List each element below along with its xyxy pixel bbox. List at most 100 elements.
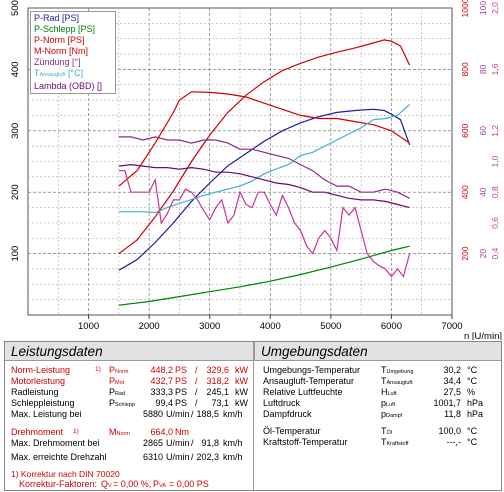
row-unit: °C: [467, 365, 478, 375]
pva-symbol-letter: P: [153, 479, 160, 489]
row-rpm-unit: U/min: [166, 409, 190, 419]
row-speed-unit: km/h: [223, 409, 243, 419]
row-value-ps: 432,7: [150, 376, 173, 386]
pva-symbol: PVA: [153, 478, 166, 492]
row-unit-ps: PS: [175, 365, 188, 375]
row-label: Max. Leistung bei: [11, 409, 82, 419]
row-rpm: 2865: [142, 438, 163, 448]
row-label: Motorleistung: [11, 376, 66, 386]
x-tick-label: 2000: [139, 321, 160, 332]
x-tick-label: 3000: [199, 321, 220, 332]
performance-row: Schleppleistung PSchlepp 99,4 PS / 73,1 kW: [11, 397, 251, 409]
right-tick-label: 400: [460, 185, 470, 199]
ambient-data-title: Umgebungsdaten: [254, 342, 501, 361]
row-symbol-letter: T: [381, 426, 387, 436]
row-value: 1001,7: [433, 398, 461, 408]
legend-entry: Lambda (OBD) []: [34, 81, 112, 92]
row-symbol-subscript: Schlepp: [115, 402, 135, 408]
row-symbol: pDampf: [381, 408, 402, 422]
row-value: 664,0: [150, 427, 173, 437]
pva-symbol-subscript: VA: [159, 483, 166, 489]
row-unit: hPa: [467, 409, 484, 419]
row-unit-kw: kW: [235, 398, 248, 408]
row-symbol: pLuft: [381, 397, 395, 411]
legend-unit: [°C]: [65, 68, 84, 78]
row-symbol-subscript: Mot: [115, 380, 125, 386]
row-symbol-subscript: Rad: [115, 391, 126, 397]
ambient-row: Luftdruck pLuft 1001,7 hPa: [263, 397, 503, 409]
x-tick-label: 7000: [441, 321, 462, 332]
row-symbol-letter: P: [109, 365, 116, 375]
ambient-row: Relative Luftfeuchte HLuft 27,5%: [263, 386, 503, 398]
max-torque-row: Max. Drehmoment bei 2865 U/min/ 91,8 km/h: [11, 437, 251, 449]
series-line-8: [118, 163, 410, 209]
right-tick-label: 1000: [460, 0, 470, 17]
right-tick-label: 2,0: [490, 2, 500, 14]
performance-row: Radleistung PRad 333,3 PS / 245,1 kW: [11, 386, 251, 398]
row-value: 34,4: [443, 376, 461, 386]
row-symbol: TKraftstoff: [381, 436, 408, 450]
row-unit-ps: PS: [175, 398, 188, 408]
right-tick-label: 0,4: [490, 247, 500, 259]
row-footnote: 1): [73, 428, 79, 435]
right-tick-label: 1,2: [490, 125, 500, 137]
legend-label: M-Norm [Nm]: [34, 46, 88, 56]
legend-label: P-Schlepp [PS]: [34, 24, 96, 34]
row-symbol-subscript: Öl: [386, 430, 393, 436]
row-symbol-subscript: Umgebung: [386, 369, 414, 375]
left-tick-label: 500: [10, 0, 21, 16]
legend-label: Zündung [°]: [34, 57, 81, 67]
legend-entry: P-Norm [PS]: [34, 35, 112, 46]
factors-label: Korrektur-Faktoren:: [19, 479, 98, 489]
row-symbol: PNorm: [109, 364, 128, 378]
row-value-ps: 448,2: [150, 365, 173, 375]
row-separator: /: [195, 387, 198, 397]
row-value-kw: 318,2: [206, 376, 229, 386]
legend-entry: Zündung [°]: [34, 57, 112, 68]
right-tick-label: 20: [478, 249, 488, 259]
x-tick-label: 1000: [78, 321, 99, 332]
row-symbol-letter: M: [109, 427, 117, 437]
row-symbol-subscript: Norm: [116, 431, 130, 437]
right-tick-label: 200: [460, 246, 470, 260]
row-unit: %: [467, 387, 476, 397]
max-power-row: Max. Leistung bei 5880 U/min/188,5 km/h: [11, 408, 251, 420]
row-label: Radleistung: [11, 387, 59, 397]
row-unit-kw: kW: [235, 376, 248, 386]
right-tick-label: 600: [460, 123, 470, 137]
panel-divider: [253, 342, 254, 490]
row-label: Norm-Leistung: [11, 365, 71, 375]
series-line-2: [118, 245, 410, 306]
row-symbol: PRad: [109, 386, 125, 400]
row-symbol: TUmgebung: [381, 364, 413, 378]
performance-row: Norm-Leistung 1) PNorm 448,2 PS / 329,6 kW: [11, 364, 251, 376]
legend-entry: P-Schlepp [PS]: [34, 24, 112, 35]
row-symbol: PMot: [109, 375, 124, 389]
row-unit: Nm: [175, 427, 189, 437]
row-label: Max. Drehmoment bei: [11, 438, 100, 448]
row-rpm: 5880: [142, 409, 163, 419]
row-label: Max. erreichte Drehzahl: [11, 452, 107, 462]
row-label: Öl-Temperatur: [263, 426, 321, 436]
row-separator: /: [195, 376, 198, 386]
row-symbol: TÖl: [381, 425, 392, 439]
row-unit: °C: [467, 426, 478, 436]
row-value-kw: 329,6: [206, 365, 229, 375]
row-value: 30,2: [443, 365, 461, 375]
legend-entry: M-Norm [Nm]: [34, 46, 112, 57]
qv-symbol-letter: Q: [101, 479, 109, 489]
row-footnote: 1): [95, 366, 101, 373]
x-tick-label: 5000: [320, 321, 341, 332]
right-tick-label: 0,8: [490, 186, 500, 198]
right-tick-label: 40: [478, 187, 488, 197]
series-line-5: [118, 136, 410, 199]
row-separator: /: [195, 365, 198, 375]
row-label: Kraftstoff-Temperatur: [263, 437, 348, 447]
row-symbol: PSchlepp: [109, 397, 135, 411]
row-symbol-letter: p: [381, 398, 387, 408]
row-value: ---,-: [446, 437, 462, 447]
row-unit: °C: [467, 437, 478, 447]
row-symbol-subscript: Luft: [387, 391, 397, 397]
right-tick-label: 80: [478, 64, 488, 74]
data-panel: Leistungsdaten Umgebungsdaten Norm-Leist…: [4, 341, 502, 491]
